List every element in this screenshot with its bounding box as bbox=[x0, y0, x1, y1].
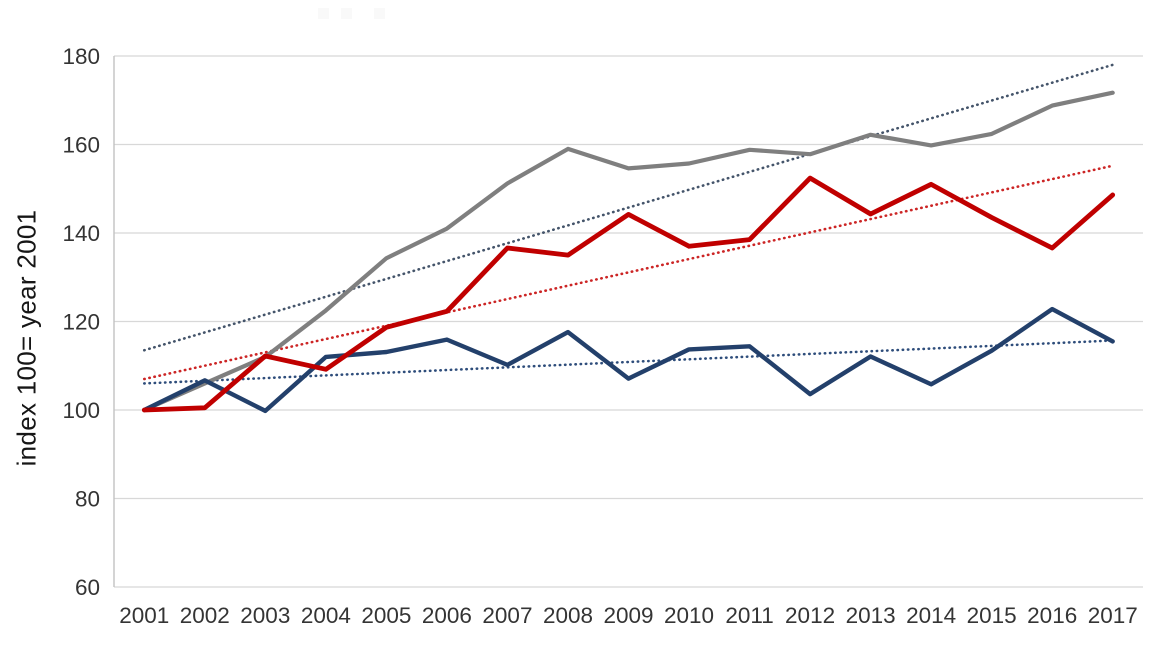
y-tick-label: 120 bbox=[62, 310, 100, 335]
x-tick-label: 2017 bbox=[1088, 603, 1138, 628]
x-tick-label: 2002 bbox=[180, 603, 230, 628]
x-tick-label: 2014 bbox=[906, 603, 956, 628]
x-tick-label: 2015 bbox=[967, 603, 1017, 628]
x-tick-label: 2004 bbox=[301, 603, 351, 628]
x-tick-label: 2010 bbox=[664, 603, 714, 628]
x-tick-label: 2009 bbox=[603, 603, 653, 628]
faint-artifact-square bbox=[374, 8, 385, 19]
faint-artifact-square bbox=[341, 8, 352, 19]
x-tick-label: 2013 bbox=[846, 603, 896, 628]
y-axis-title: index 100= year 2001 bbox=[11, 209, 42, 467]
red-trendline bbox=[142, 164, 1115, 381]
x-tick-label: 2001 bbox=[119, 603, 169, 628]
y-tick-label: 160 bbox=[62, 133, 100, 158]
blue-series-line bbox=[142, 306, 1115, 414]
x-tick-label: 2012 bbox=[785, 603, 835, 628]
gray-trendline bbox=[142, 63, 1115, 352]
gray-series-line bbox=[142, 90, 1115, 413]
faint-artifact-square bbox=[318, 8, 329, 19]
x-tick-label: 2011 bbox=[725, 603, 773, 628]
x-tick-label: 2005 bbox=[361, 603, 411, 628]
y-tick-label: 140 bbox=[62, 221, 100, 246]
red-series-line bbox=[141, 175, 1116, 413]
x-tick-label: 2016 bbox=[1027, 603, 1077, 628]
x-tick-label: 2007 bbox=[482, 603, 532, 628]
y-tick-label: 180 bbox=[62, 44, 100, 69]
y-tick-label: 60 bbox=[75, 575, 100, 600]
y-tick-label: 100 bbox=[62, 398, 100, 423]
x-tick-label: 2003 bbox=[240, 603, 290, 628]
x-tick-label: 2006 bbox=[422, 603, 472, 628]
y-tick-label: 80 bbox=[75, 487, 100, 512]
x-tick-label: 2008 bbox=[543, 603, 593, 628]
